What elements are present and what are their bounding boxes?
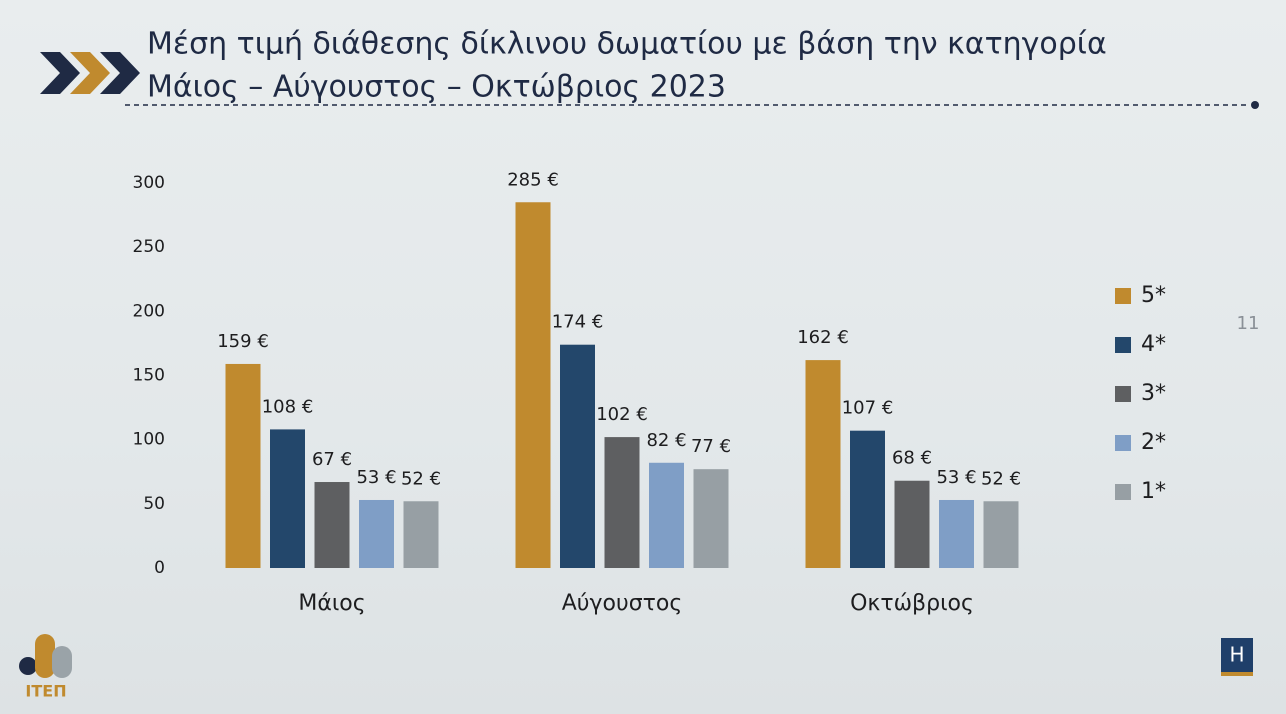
bar: [939, 499, 974, 568]
logo-left: ΙΤΕΠ: [19, 634, 72, 701]
bar: [270, 429, 305, 568]
bar: [850, 430, 885, 568]
legend-swatch: [1115, 484, 1131, 500]
legend-label: 2*: [1141, 430, 1166, 455]
bar: [225, 363, 261, 568]
value-label: 108 €: [262, 396, 314, 417]
value-label: 77 €: [691, 436, 731, 457]
value-label: 107 €: [842, 398, 894, 419]
x-tick-label: Οκτώβριος: [850, 591, 974, 616]
legend-swatch: [1115, 337, 1131, 353]
logo-text: ΙΤΕΠ: [25, 682, 66, 701]
bar: [359, 499, 394, 568]
value-label: 52 €: [981, 468, 1021, 489]
x-tick-label: Αύγουστος: [562, 591, 683, 616]
bar: [805, 360, 841, 568]
legend-swatch: [1115, 435, 1131, 451]
y-tick-label: 250: [133, 237, 165, 257]
logo-mark: H: [1229, 643, 1244, 667]
y-tick-label: 300: [133, 173, 165, 193]
value-label: 67 €: [312, 449, 352, 470]
legend-label: 3*: [1141, 381, 1166, 406]
legend-swatch: [1115, 386, 1131, 402]
chart-subtitle: Μάιος – Αύγουστος – Οκτώβριος 2023: [147, 70, 726, 105]
value-label: 53 €: [356, 467, 396, 488]
chart-title: Μέση τιμή διάθεσης δίκλινου δωματίου με …: [147, 27, 1107, 62]
bar: [560, 344, 595, 568]
chevrons: [40, 52, 140, 94]
legend-label: 4*: [1141, 332, 1166, 357]
x-tick-label: Μάιος: [298, 591, 365, 616]
bar: [604, 437, 640, 568]
y-tick-label: 0: [154, 558, 165, 578]
bar: [515, 202, 551, 568]
bar: [403, 501, 439, 568]
legend-label: 1*: [1141, 479, 1166, 504]
value-label: 82 €: [646, 430, 686, 451]
bar: [693, 469, 729, 568]
value-label: 102 €: [596, 404, 648, 425]
value-label: 174 €: [552, 312, 604, 333]
y-tick-label: 200: [133, 301, 165, 321]
rule-dot: [1251, 101, 1259, 109]
legend-label: 5*: [1141, 283, 1166, 308]
bar: [314, 482, 350, 568]
y-tick-label: 100: [133, 430, 165, 450]
logo-right: H: [1221, 638, 1253, 676]
bar: [894, 480, 930, 568]
value-label: 53 €: [936, 467, 976, 488]
value-label: 159 €: [217, 331, 269, 352]
value-label: 162 €: [797, 327, 849, 348]
y-tick-label: 50: [143, 494, 165, 514]
legend-swatch: [1115, 288, 1131, 304]
y-tick-label: 150: [133, 366, 165, 386]
bar: [983, 501, 1019, 568]
bar: [649, 462, 684, 568]
page-number: 11: [1237, 313, 1260, 334]
value-label: 52 €: [401, 468, 441, 489]
value-label: 285 €: [507, 169, 559, 190]
value-label: 68 €: [892, 448, 932, 469]
